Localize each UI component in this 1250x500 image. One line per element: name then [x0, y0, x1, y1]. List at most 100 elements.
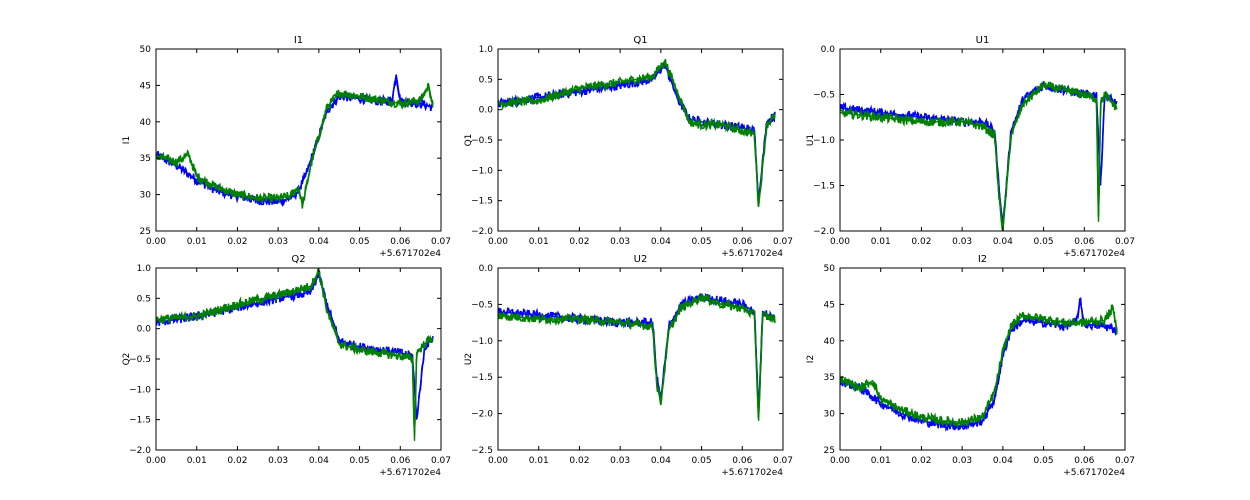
- subplot-title: Q2: [291, 254, 305, 265]
- y-tick-label: −2.0: [471, 227, 493, 237]
- series-trend-blue: [840, 300, 1118, 428]
- y-tick-label: −0.5: [813, 91, 835, 101]
- y-tick-label: 0.0: [479, 106, 494, 116]
- y-tick-label: 50: [140, 45, 152, 55]
- y-axis-label: I1: [122, 136, 132, 144]
- series-line-green: [840, 304, 1118, 429]
- x-tick-label: 0.02: [227, 237, 247, 247]
- axes-frame: [839, 267, 1126, 451]
- subplot-i1: 0.00 0.01 0.02 0.03 0.04 0.05 0.06 0.07 25 30 35 40…: [122, 35, 451, 259]
- series-line-green: [156, 82, 434, 209]
- series-line-blue: [498, 292, 776, 406]
- y-tick-label: 45: [140, 81, 151, 91]
- x-tick-label: 0.06: [732, 456, 752, 466]
- y-tick-label: −1.5: [129, 416, 151, 426]
- y-tick-label: −0.5: [129, 355, 151, 365]
- y-axis-label: U1: [806, 134, 816, 146]
- x-tick-label: 0.01: [187, 237, 207, 247]
- subplot-title: I2: [978, 254, 987, 265]
- x-tick-label: 0.03: [268, 237, 288, 247]
- y-tick-label: 0.5: [479, 75, 493, 85]
- y-tick-label: −1.0: [813, 136, 835, 146]
- series-line-green: [840, 81, 1118, 231]
- x-offset-label: +5.671702e4: [379, 468, 441, 478]
- subplot-u2: 0.00 0.01 0.02 0.03 0.04 0.05 0.06 0.07 −2.5 −2.0…: [464, 254, 793, 478]
- x-tick-label: 0.03: [610, 456, 630, 466]
- series-trend-green: [498, 296, 776, 421]
- y-tick-label: −1.0: [471, 337, 493, 347]
- x-tick-label: 0.03: [610, 237, 630, 247]
- x-tick-label: 0.05: [692, 237, 712, 247]
- y-tick-label: −1.5: [813, 182, 835, 192]
- y-tick-label: 0.0: [479, 264, 494, 274]
- y-axis-label: I2: [806, 355, 816, 363]
- y-tick-label: 0.5: [137, 294, 151, 304]
- x-offset-label: +5.671702e4: [1063, 468, 1125, 478]
- x-tick-label: 0.01: [871, 237, 891, 247]
- subplot-q1: 0.00 0.01 0.02 0.03 0.04 0.05 0.06 0.07 −2.0 −1.5…: [464, 35, 793, 259]
- y-tick-label: 25: [824, 446, 835, 456]
- series-line-green: [156, 268, 434, 434]
- y-tick-label: 30: [824, 410, 836, 420]
- x-tick-label: 0.00: [146, 456, 166, 466]
- x-tick-label: 0.01: [529, 456, 549, 466]
- x-offset-label: +5.671702e4: [379, 249, 441, 259]
- x-tick-label: 0.02: [911, 456, 931, 466]
- x-offset-label: +5.671702e4: [721, 249, 783, 259]
- x-tick-label: 0.01: [871, 456, 891, 466]
- series-trend-blue: [156, 272, 434, 420]
- series-trend-green: [156, 83, 434, 206]
- x-tick-label: 0.05: [350, 456, 370, 466]
- y-tick-label: 30: [140, 191, 152, 201]
- x-tick-label: 0.02: [911, 237, 931, 247]
- series-trend-blue: [840, 84, 1118, 227]
- subplot-title: I1: [294, 35, 303, 46]
- x-tick-label: 0.04: [651, 237, 671, 247]
- series-trend-green: [498, 59, 776, 207]
- y-tick-label: −1.5: [471, 373, 493, 383]
- x-tick-label: 0.04: [651, 456, 671, 466]
- x-tick-label: 0.07: [773, 237, 793, 247]
- y-tick-label: 1.0: [479, 45, 494, 55]
- y-tick-label: 25: [140, 227, 151, 237]
- y-tick-label: 0.0: [821, 45, 836, 55]
- x-tick-label: 0.00: [488, 237, 508, 247]
- series-line-blue: [840, 297, 1118, 432]
- x-tick-label: 0.03: [952, 456, 972, 466]
- y-tick-label: −2.0: [129, 446, 151, 456]
- x-tick-label: 0.05: [692, 456, 712, 466]
- y-tick-label: −0.5: [471, 136, 493, 146]
- x-offset-label: +5.671702e4: [721, 468, 783, 478]
- subplot-q2: 0.00 0.01 0.02 0.03 0.04 0.05 0.06 0.07 −2.0 −1.5…: [122, 254, 451, 478]
- x-tick-label: 0.04: [309, 237, 329, 247]
- x-tick-label: 0.00: [830, 237, 850, 247]
- x-tick-label: 0.04: [993, 456, 1013, 466]
- x-tick-label: 0.05: [1034, 456, 1054, 466]
- x-tick-label: 0.07: [1115, 456, 1135, 466]
- x-tick-label: 0.03: [952, 237, 972, 247]
- subplot-title: Q1: [633, 35, 647, 46]
- y-axis-label: U2: [464, 353, 474, 365]
- y-tick-label: 50: [824, 264, 836, 274]
- y-tick-label: −2.0: [813, 227, 835, 237]
- axes-frame: [839, 48, 1126, 232]
- x-tick-label: 0.02: [227, 456, 247, 466]
- y-tick-label: −1.5: [471, 197, 493, 207]
- x-tick-label: 0.07: [431, 456, 451, 466]
- x-tick-label: 0.04: [993, 237, 1013, 247]
- x-tick-label: 0.01: [187, 456, 207, 466]
- x-tick-label: 0.06: [390, 237, 410, 247]
- series-trend-green: [156, 268, 434, 441]
- y-tick-label: 35: [824, 373, 835, 383]
- series-trend-green: [840, 84, 1118, 231]
- x-tick-label: 0.00: [146, 237, 166, 247]
- axes-frame: [155, 48, 442, 232]
- x-tick-label: 0.06: [732, 237, 752, 247]
- x-tick-label: 0.05: [1034, 237, 1054, 247]
- x-tick-label: 0.02: [569, 237, 589, 247]
- x-tick-label: 0.07: [431, 237, 451, 247]
- series-line-blue: [156, 75, 434, 208]
- x-tick-label: 0.03: [268, 456, 288, 466]
- y-tick-label: 1.0: [137, 264, 152, 274]
